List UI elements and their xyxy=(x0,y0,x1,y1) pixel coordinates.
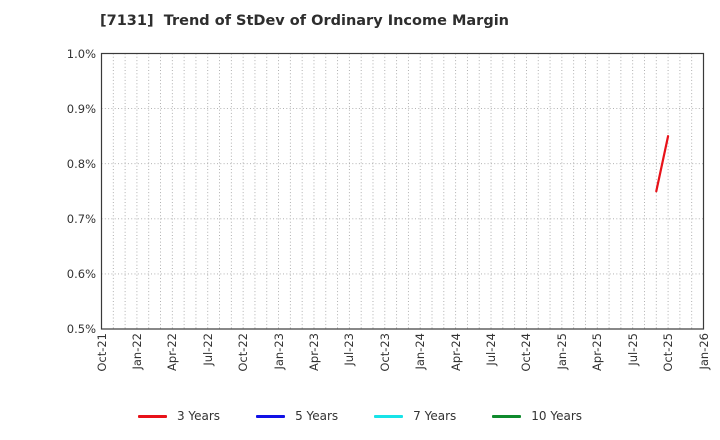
x-tick-label: Jan-26 xyxy=(696,333,711,370)
y-tick-label: 1.0% xyxy=(66,46,96,61)
x-tick-label: Jul-25 xyxy=(625,333,640,366)
x-tick-label: Apr-22 xyxy=(165,333,180,371)
legend-item-10-years: 10 Years xyxy=(492,409,582,423)
legend-line-swatch xyxy=(256,414,286,418)
x-tick-label: Jan-22 xyxy=(129,333,144,370)
x-tick-label: Jul-22 xyxy=(200,333,215,366)
x-tick-label: Apr-23 xyxy=(306,333,321,371)
legend-line-swatch xyxy=(137,414,167,418)
x-tick-label: Apr-24 xyxy=(448,333,463,371)
x-tick-label: Jul-24 xyxy=(484,333,499,366)
chart-title: [7131] Trend of StDev of Ordinary Income… xyxy=(100,13,510,29)
y-tick-label: 0.6% xyxy=(66,266,96,281)
x-tick-label: Apr-25 xyxy=(590,333,605,371)
y-tick-label: 0.9% xyxy=(66,101,96,116)
legend-item-5-years: 5 Years xyxy=(256,409,338,423)
legend-item-7-years: 7 Years xyxy=(374,409,456,423)
y-tick-label: 0.8% xyxy=(66,156,96,171)
legend-item-label: 5 Years xyxy=(295,409,339,423)
x-tick-label: Oct-21 xyxy=(94,333,109,372)
x-tick-label: Jul-23 xyxy=(342,333,357,366)
plot-border xyxy=(100,52,705,330)
x-tick-label: Oct-23 xyxy=(377,333,392,372)
series-line-3-years xyxy=(655,135,670,193)
x-tick-label: Oct-25 xyxy=(661,333,676,372)
legend: 3 Years 5 Years 7 Years 10 Years xyxy=(0,403,720,429)
y-tick-label: 0.7% xyxy=(66,211,96,226)
x-tick-label: Jan-23 xyxy=(271,333,286,370)
x-tick-label: Oct-22 xyxy=(236,333,251,372)
x-tick-label: Jan-25 xyxy=(554,333,569,370)
legend-item-label: 7 Years xyxy=(413,409,457,423)
x-tick-label: Jan-24 xyxy=(413,333,428,370)
legend-line-swatch xyxy=(492,414,522,418)
legend-line-swatch xyxy=(374,414,404,418)
legend-item-3-years: 3 Years xyxy=(137,409,221,423)
legend-item-label: 10 Years xyxy=(531,409,583,423)
legend-item-label: 3 Years xyxy=(176,409,221,423)
y-tick-label: 0.5% xyxy=(66,322,96,336)
x-tick-label: Oct-24 xyxy=(519,333,534,372)
